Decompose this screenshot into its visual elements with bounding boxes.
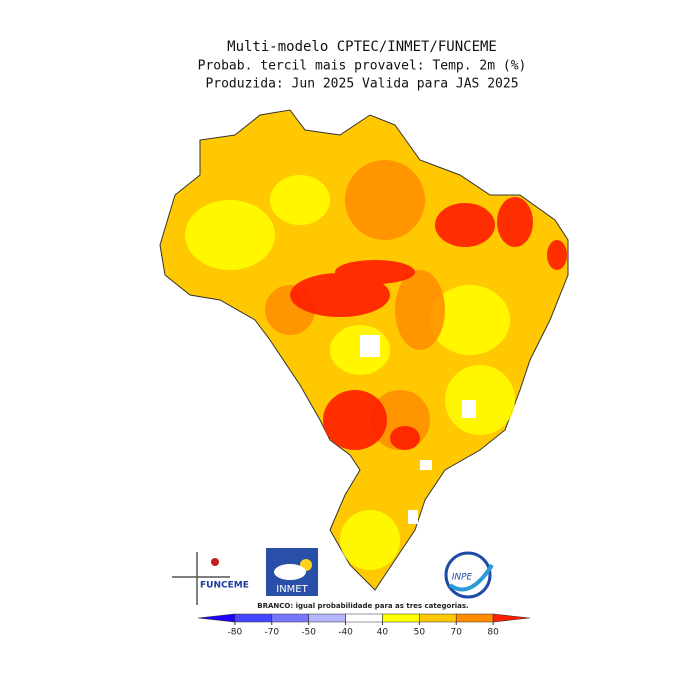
colorbar-segment	[271, 613, 309, 623]
red-areas	[290, 197, 567, 450]
subtitle: Probab. tercil mais provavel: Temp. 2m (…	[198, 59, 527, 74]
colorbar-tick-label: -70	[264, 628, 279, 638]
funceme-logo: FUNCEME	[172, 552, 249, 605]
funceme-label: FUNCEME	[200, 581, 249, 591]
note: BRANCO: igual probabilidade para as tres…	[257, 602, 468, 610]
orange-areas	[265, 160, 445, 450]
colorbar-tick-label: -50	[301, 628, 316, 638]
colorbar-segment	[345, 613, 383, 623]
colorbar-segment	[455, 613, 494, 623]
produced: Produzida: Jun 2025 Valida para JAS 2025	[205, 77, 518, 92]
colorbar-segment	[419, 613, 457, 623]
colorbar-tick-label: 80	[487, 628, 499, 638]
colorbar-segment	[382, 613, 420, 623]
inpe-label: INPE	[452, 573, 473, 583]
inmet-label: INMET	[276, 584, 308, 595]
inpe-logo: INPE	[444, 551, 494, 599]
title: Multi-modelo CPTEC/INMET/FUNCEME	[227, 39, 497, 55]
white-areas	[360, 335, 476, 524]
map	[159, 109, 569, 591]
colorbar-tick-label: 70	[450, 628, 462, 638]
colorbar-tick-label: -40	[338, 628, 353, 638]
colorbar-tick-label: 40	[377, 628, 389, 638]
colorbar: -80 -70 -50 -40 40 50 70 80	[197, 613, 531, 638]
colorbar-segment	[492, 613, 531, 623]
inmet-logo: INMET	[266, 548, 318, 596]
colorbar-segment	[197, 613, 236, 623]
colorbar-segment	[234, 613, 273, 623]
colorbar-tick-label: 50	[414, 628, 426, 638]
colorbar-tick-label: -80	[228, 628, 243, 638]
colorbar-segment	[308, 613, 346, 623]
